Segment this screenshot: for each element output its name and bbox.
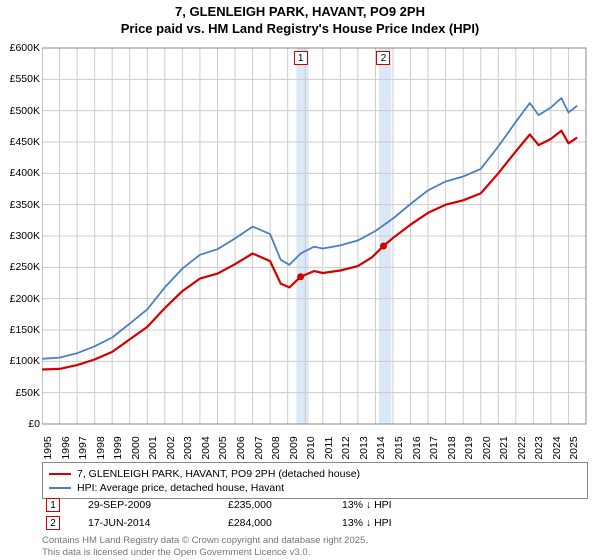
title-line2: Price paid vs. HM Land Registry's House … [0, 21, 600, 38]
sale-rows: 1 29-SEP-2009 £235,000 13% ↓ HPI 2 17-JU… [42, 496, 588, 532]
sale-date-2: 17-JUN-2014 [88, 517, 200, 529]
legend-swatch-1 [49, 473, 71, 475]
legend-label-1: 7, GLENLEIGH PARK, HAVANT, PO9 2PH (deta… [77, 467, 360, 481]
legend-swatch-2 [49, 487, 71, 489]
title-line1: 7, GLENLEIGH PARK, HAVANT, PO9 2PH [0, 4, 600, 21]
sale-marker-2: 2 [46, 516, 60, 530]
sale-date-1: 29-SEP-2009 [88, 499, 200, 511]
sale-row: 2 17-JUN-2014 £284,000 13% ↓ HPI [42, 514, 588, 532]
attribution-line1: Contains HM Land Registry data © Crown c… [42, 535, 588, 546]
title-block: 7, GLENLEIGH PARK, HAVANT, PO9 2PH Price… [0, 0, 600, 38]
sale-price-1: £235,000 [228, 499, 314, 511]
sale-pct-2: 13% ↓ HPI [342, 517, 452, 529]
chart-container: 7, GLENLEIGH PARK, HAVANT, PO9 2PH Price… [0, 0, 600, 560]
legend-row-1: 7, GLENLEIGH PARK, HAVANT, PO9 2PH (deta… [49, 467, 581, 481]
attribution-line2: This data is licensed under the Open Gov… [42, 547, 588, 558]
sale-row: 1 29-SEP-2009 £235,000 13% ↓ HPI [42, 496, 588, 514]
sale-pct-1: 13% ↓ HPI [342, 499, 452, 511]
sale-price-2: £284,000 [228, 517, 314, 529]
legend-row-2: HPI: Average price, detached house, Hava… [49, 481, 581, 495]
legend-box: 7, GLENLEIGH PARK, HAVANT, PO9 2PH (deta… [42, 462, 588, 499]
sale-marker-1: 1 [46, 498, 60, 512]
attribution: Contains HM Land Registry data © Crown c… [42, 535, 588, 558]
chart-area: £0£50K£100K£150K£200K£250K£300K£350K£400… [42, 44, 590, 428]
legend-label-2: HPI: Average price, detached house, Hava… [77, 481, 284, 495]
chart-svg [42, 44, 590, 428]
